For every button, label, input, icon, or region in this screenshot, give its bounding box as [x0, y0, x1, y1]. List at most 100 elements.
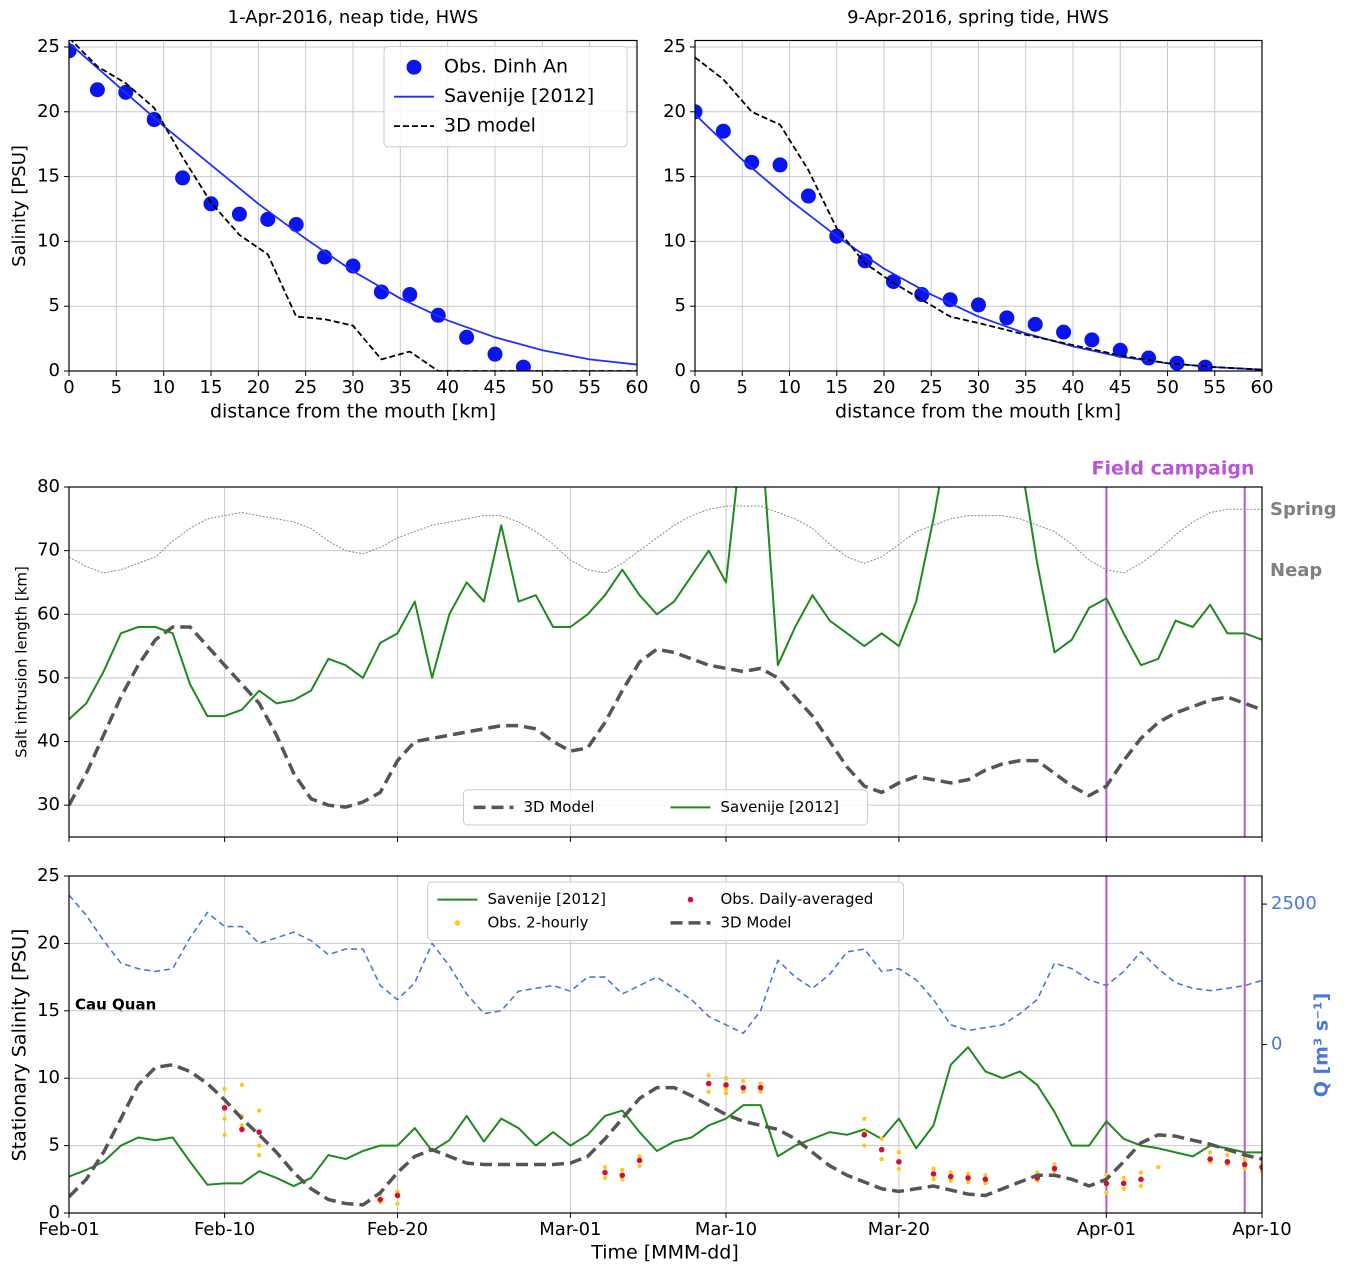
- data-line: [69, 625, 1262, 809]
- x-tick-label: Apr-01: [1077, 1219, 1136, 1240]
- x-tick-label: 30: [342, 377, 365, 398]
- y-tick-label: 50: [37, 667, 60, 688]
- data-point: [723, 1086, 729, 1092]
- data-point: [1156, 1164, 1161, 1170]
- x-tick-label: 55: [1203, 377, 1226, 398]
- x-tick-label: 50: [531, 377, 554, 398]
- data-point: [222, 1132, 227, 1138]
- plot-area: [69, 487, 1262, 809]
- data-point: [1121, 1175, 1126, 1181]
- data-point: [1103, 1180, 1110, 1187]
- data-point: [260, 211, 276, 227]
- y-tick-label: 20: [37, 932, 60, 953]
- data-point: [256, 1108, 262, 1113]
- data-point: [175, 170, 191, 186]
- legend-label: 3D Model: [721, 913, 792, 931]
- data-point: [256, 1143, 262, 1148]
- data-point: [965, 1171, 971, 1177]
- data-point: [879, 1156, 884, 1162]
- y-axis-label: Salt intrusion length [km]: [13, 566, 31, 758]
- legend-label: Obs. 2-hourly: [488, 913, 589, 931]
- side-label: Spring: [1270, 499, 1337, 520]
- data-point: [222, 1116, 227, 1121]
- data-point: [1197, 359, 1213, 371]
- plot-frame: [68, 39, 638, 372]
- y-tick-label: 20: [37, 101, 60, 122]
- data-point: [619, 1172, 626, 1179]
- x-tick-label: 45: [1109, 377, 1132, 398]
- data-point: [723, 1090, 729, 1096]
- data-line: [69, 505, 1262, 574]
- data-point: [715, 123, 731, 139]
- y-tick-label: 5: [675, 295, 686, 316]
- legend-swatch: [406, 59, 422, 75]
- y-tick-label: 25: [37, 865, 60, 886]
- x-tick-label: 35: [1014, 377, 1037, 398]
- data-point: [1084, 332, 1100, 348]
- data-line: [69, 1046, 1262, 1188]
- data-point: [982, 1176, 989, 1183]
- x-tick-label: Mar-01: [539, 1219, 601, 1240]
- data-point: [1138, 1183, 1144, 1189]
- data-point: [705, 1080, 712, 1087]
- data-point: [706, 1089, 711, 1094]
- data-point: [862, 1143, 867, 1148]
- data-point: [1051, 1165, 1058, 1172]
- data-point: [1027, 316, 1043, 332]
- x-tick-label: Mar-20: [868, 1219, 930, 1240]
- y-axis-label: Stationary Salinity [PSU]: [9, 929, 31, 1162]
- data-point: [402, 287, 418, 303]
- y-tick-label: 0: [49, 1202, 60, 1223]
- data-point: [1104, 1190, 1109, 1195]
- data-point: [947, 1173, 954, 1180]
- y-tick-label: 15: [37, 166, 60, 187]
- data-point: [896, 1166, 902, 1171]
- data-point: [744, 154, 760, 170]
- x-tick-label: 45: [484, 377, 507, 398]
- data-point: [862, 1116, 867, 1121]
- x-axis-label: distance from the mouth [km]: [210, 401, 496, 423]
- data-point: [1120, 1180, 1127, 1187]
- y2-tick-label: 0: [1271, 1034, 1282, 1055]
- data-point: [637, 1163, 642, 1169]
- data-point: [1259, 1164, 1262, 1170]
- data-point: [637, 1154, 642, 1159]
- data-point: [1056, 324, 1072, 340]
- data-point: [758, 1081, 763, 1086]
- data-point: [741, 1078, 746, 1084]
- x-tick-label: Feb-01: [38, 1219, 99, 1240]
- data-point: [602, 1175, 608, 1181]
- data-point: [758, 1089, 763, 1094]
- y-tick-label: 10: [37, 230, 60, 251]
- x-tick-label: 25: [294, 377, 317, 398]
- x-tick-label: 60: [1251, 377, 1274, 398]
- plot-area: [69, 894, 1262, 1207]
- annotation: Field campaign: [1091, 458, 1254, 480]
- x-tick-label: 40: [436, 377, 459, 398]
- data-point: [1241, 1161, 1248, 1168]
- y-tick-label: 5: [49, 1135, 60, 1156]
- data-point: [942, 292, 958, 308]
- data-point: [395, 1189, 400, 1194]
- x-axis-label: Time [MMM-dd]: [590, 1242, 739, 1264]
- legend-swatch: [454, 920, 461, 926]
- data-line: [69, 487, 1262, 721]
- data-point: [515, 359, 531, 371]
- data-point: [930, 1171, 937, 1177]
- data-point: [602, 1164, 608, 1170]
- data-point: [377, 1196, 384, 1203]
- data-point: [620, 1177, 625, 1182]
- data-point: [89, 82, 105, 98]
- x-tick-label: Mar-10: [695, 1219, 757, 1240]
- x-tick-label: 50: [1156, 377, 1179, 398]
- plot-frame: [694, 39, 1263, 372]
- legend-label: 3D model: [444, 115, 536, 137]
- data-point: [965, 1175, 971, 1181]
- data-point: [636, 1157, 643, 1164]
- data-point: [1052, 1162, 1057, 1167]
- x-tick-label: 0: [689, 377, 700, 398]
- data-point: [931, 1177, 936, 1182]
- data-point: [706, 1073, 711, 1078]
- x-tick-label: 20: [247, 377, 270, 398]
- data-point: [723, 1076, 729, 1081]
